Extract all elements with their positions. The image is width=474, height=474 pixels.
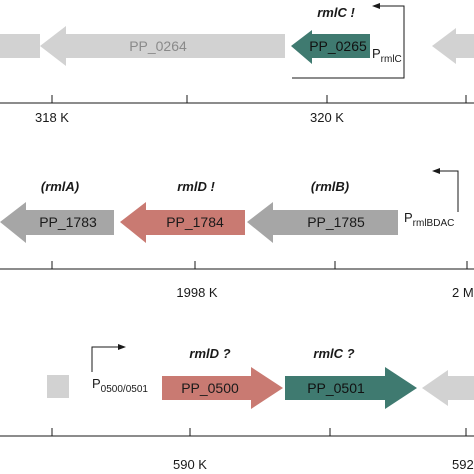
- promoter-label: PrmlC: [372, 46, 402, 65]
- tick-label: 590 K: [173, 457, 207, 472]
- promoter-label: P0500/0501: [92, 376, 148, 395]
- promoter-line: [292, 5, 405, 79]
- gene-arrow: [0, 202, 114, 243]
- gene-arrow: [40, 26, 285, 66]
- gene-name-label: rmlD ?: [189, 346, 230, 361]
- gene-label: PP_0500: [181, 380, 239, 396]
- gene-arrow: [291, 30, 370, 64]
- gene-label: PP_0265: [309, 38, 367, 54]
- gene-arrow: [162, 367, 283, 409]
- panel-3: rmlD ? rmlC ? PP_0500 PP_0501 P0500/0501…: [0, 344, 474, 472]
- panel-2: (rmlA) rmlD ! (rmlB) PP_1783 PP_1784 PP_…: [0, 168, 474, 300]
- promoter-arrowhead: [372, 3, 380, 9]
- gene-label: PP_1783: [39, 214, 97, 230]
- gene-arrow: [120, 202, 245, 243]
- gene-arrow: [0, 34, 40, 58]
- gene-name-label: rmlC !: [317, 5, 355, 20]
- gene-arrow: [285, 367, 417, 409]
- tick-label: 1998 K: [176, 285, 218, 300]
- gene-box: [47, 375, 69, 398]
- gene-label: PP_1784: [166, 214, 224, 230]
- gene-arrow: [247, 202, 398, 243]
- gene-name-label: rmlC ?: [313, 346, 354, 361]
- promoter-line: [438, 170, 459, 212]
- gene-arrow: [422, 370, 474, 406]
- tick-label: 320 K: [310, 110, 344, 125]
- gene-name-label: (rmlB): [311, 179, 349, 194]
- gene-name-label: (rmlA): [41, 179, 79, 194]
- gene-label: PP_1785: [307, 214, 365, 230]
- tick-label: 318 K: [35, 110, 69, 125]
- panel-1: PP_0264 PP_0265 rmlC ! PrmlC 318 K 320 K: [0, 3, 474, 125]
- promoter-arrowhead: [432, 168, 440, 174]
- tick-label: 2 M: [452, 285, 474, 300]
- promoter-arrowhead: [118, 344, 126, 350]
- tick-label: 592: [452, 457, 474, 472]
- gene-name-label: rmlD !: [177, 179, 215, 194]
- gene-arrow: [432, 28, 474, 64]
- gene-label: PP_0501: [307, 380, 365, 396]
- gene-label: PP_0264: [129, 38, 187, 54]
- promoter-label: PrmlBDAC: [404, 210, 454, 229]
- promoter-line: [91, 346, 120, 372]
